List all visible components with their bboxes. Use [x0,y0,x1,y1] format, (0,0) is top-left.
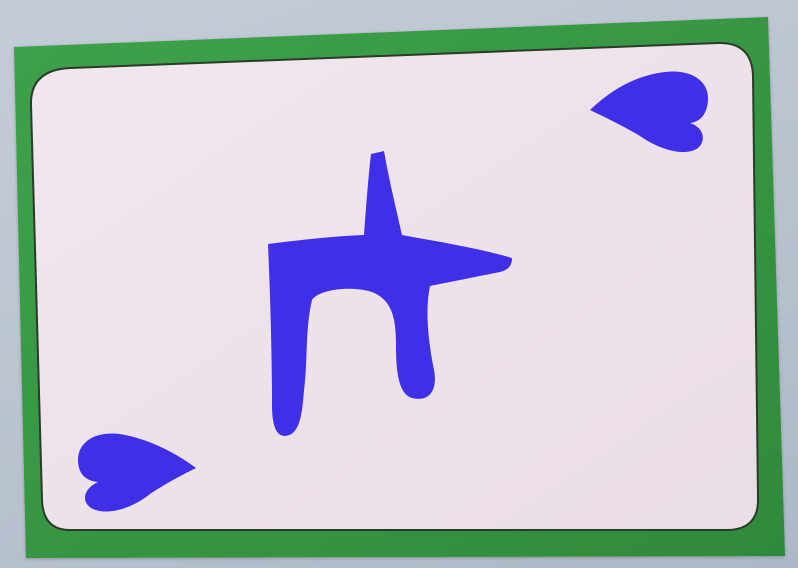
heart-icon [590,71,708,153]
heart-icon [78,433,196,512]
abstract-glyph-icon [268,151,512,436]
